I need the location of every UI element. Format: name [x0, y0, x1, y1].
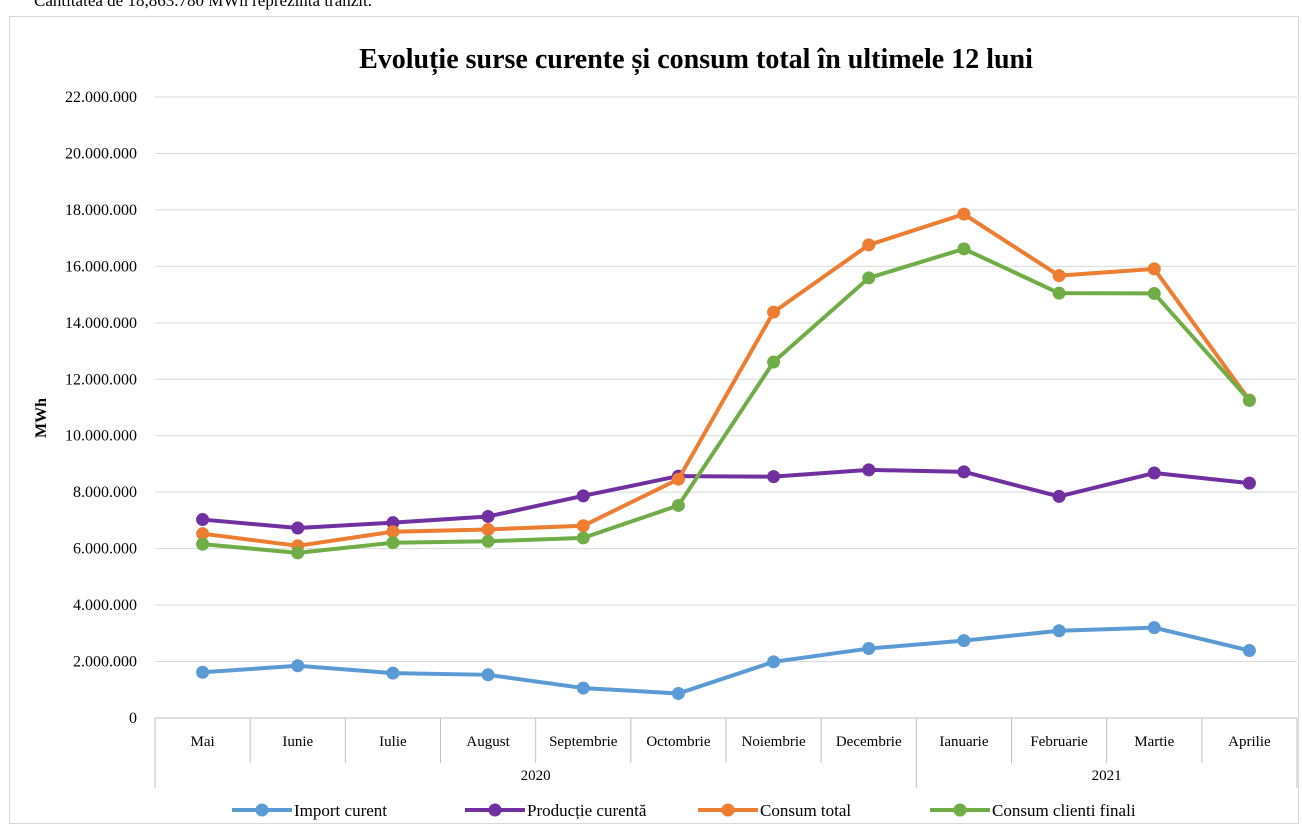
y-tick-label: 0 [129, 710, 137, 727]
y-axis-label: MWh [33, 398, 50, 438]
data-point [1052, 489, 1066, 503]
data-point [196, 537, 210, 551]
data-point [196, 513, 210, 527]
y-tick-label: 18.000.000 [65, 202, 137, 219]
series-produc-ie-curent- [196, 463, 1256, 535]
y-tick-label: 10.000.000 [65, 428, 137, 445]
series-line [202, 625, 1250, 696]
x-tick-label: Octombrie [646, 734, 710, 750]
data-point [386, 525, 400, 539]
data-point [1242, 644, 1256, 658]
y-tick-label: 14.000.000 [65, 315, 137, 332]
data-point [1052, 624, 1066, 638]
data-point [957, 634, 971, 648]
data-point [576, 681, 590, 695]
data-point [1242, 393, 1256, 407]
legend-marker [255, 803, 269, 817]
data-point [291, 546, 305, 560]
legend-label: Producție curentă [527, 801, 647, 820]
data-point [1147, 621, 1161, 635]
top-note: Cantitatea de 18,863.780 MWh reprezintă … [34, 0, 372, 10]
data-point [386, 666, 400, 680]
x-axis: Mai Iunie Iulie August Septembrie Octombrie No… [154, 717, 1298, 788]
legend: Import curent Producție curentă Consum tot… [232, 801, 1136, 820]
data-point [576, 489, 590, 503]
data-point [576, 531, 590, 545]
x-tick-label: August [466, 734, 510, 750]
data-point [671, 498, 685, 512]
data-point [196, 527, 210, 541]
series-consum-clienti-finali [196, 242, 1256, 560]
data-point [1242, 476, 1256, 490]
x-tick-label: Februarie [1030, 734, 1088, 750]
y-tick-label: 20.000.000 [65, 145, 137, 162]
legend-marker [953, 803, 967, 817]
data-point [957, 207, 971, 221]
x-tick-label: Iunie [282, 734, 313, 750]
chart-frame [9, 16, 1299, 824]
data-point [1052, 286, 1066, 300]
data-point [671, 686, 685, 700]
gridlines [155, 96, 1297, 663]
year-label: 2020 [521, 768, 551, 784]
series-line [202, 467, 1250, 531]
data-point [481, 509, 495, 523]
data-point [1147, 466, 1161, 480]
data-point [862, 642, 876, 656]
x-tick-label: Aprilie [1228, 734, 1271, 750]
x-tick-label: Iulie [379, 734, 407, 750]
y-tick-label: 8.000.000 [73, 484, 137, 501]
y-tick-label: 22.000.000 [65, 89, 137, 106]
data-point [386, 536, 400, 550]
data-point [1052, 269, 1066, 283]
series-consum-total [196, 207, 1256, 553]
data-point [862, 238, 876, 252]
data-point [386, 516, 400, 530]
data-point [481, 522, 495, 536]
legend-marker [488, 803, 502, 817]
data-point [957, 242, 971, 256]
series-line [202, 212, 1252, 548]
data-point [862, 271, 876, 285]
chart-title: Evoluție surse curente și consum total î… [359, 44, 1033, 75]
data-point [576, 519, 590, 533]
data-point [481, 668, 495, 682]
y-tick-labels: 0 2.000.000 4.000.000 6.000.000 8.000.000 10.… [65, 89, 137, 727]
series-line [202, 246, 1251, 555]
x-tick-label: Ianuarie [939, 734, 988, 750]
legend-label: Consum clienti finali [992, 801, 1136, 820]
y-tick-label: 2.000.000 [73, 654, 137, 671]
legend-label: Consum total [760, 801, 851, 820]
series-lines [196, 207, 1256, 700]
data-point [1147, 262, 1161, 276]
year-label: 2021 [1092, 768, 1122, 784]
x-tick-label: Noiembrie [742, 734, 806, 750]
data-point [767, 355, 781, 369]
series-import-curent [196, 621, 1256, 700]
y-tick-label: 6.000.000 [73, 541, 137, 558]
data-point [862, 463, 876, 477]
data-point [767, 305, 781, 319]
x-tick-label: Decembrie [836, 734, 902, 750]
x-tick-label: Martie [1134, 734, 1174, 750]
y-tick-label: 16.000.000 [65, 258, 137, 275]
x-tick-label: Septembrie [549, 734, 618, 750]
y-tick-label: 12.000.000 [65, 371, 137, 388]
data-point [671, 472, 685, 486]
data-point [291, 659, 305, 673]
legend-marker [721, 803, 735, 817]
data-point [957, 465, 971, 479]
legend-label: Import curent [294, 801, 387, 820]
x-tick-label: Mai [190, 734, 214, 750]
data-point [481, 534, 495, 548]
y-tick-label: 4.000.000 [73, 597, 137, 614]
data-point [1147, 286, 1161, 300]
data-point [196, 665, 210, 679]
data-point [291, 521, 305, 535]
data-point [767, 470, 781, 484]
data-point [767, 655, 781, 669]
